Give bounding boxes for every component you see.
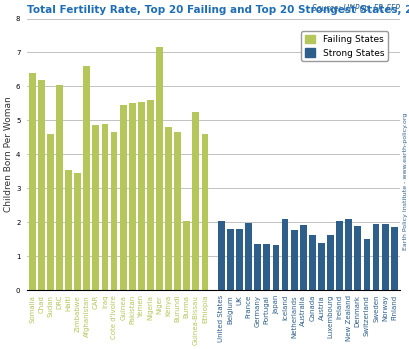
Bar <box>272 245 279 290</box>
Bar <box>38 80 45 290</box>
Bar <box>83 66 90 290</box>
Bar <box>147 100 153 290</box>
Bar <box>47 134 54 290</box>
Bar <box>308 235 315 290</box>
Bar <box>281 219 288 290</box>
Bar <box>335 221 342 290</box>
Bar <box>290 230 297 290</box>
Bar <box>363 239 369 290</box>
Bar <box>317 243 324 290</box>
Bar <box>65 170 72 290</box>
Bar <box>174 132 181 290</box>
Bar <box>156 47 162 290</box>
Bar <box>218 221 224 290</box>
Bar <box>263 244 270 290</box>
Text: Total Fertility Rate, Top 20 Failing and Top 20 Strongest States, 2010: Total Fertility Rate, Top 20 Failing and… <box>27 5 409 15</box>
Bar <box>245 223 252 290</box>
Text: Earth Policy Institute - www.earth-policy.org: Earth Policy Institute - www.earth-polic… <box>402 113 407 250</box>
Bar <box>254 244 261 290</box>
Bar <box>353 226 360 290</box>
Bar <box>165 127 172 290</box>
Bar <box>227 229 233 290</box>
Bar <box>137 102 144 290</box>
Bar <box>192 112 199 290</box>
Bar <box>119 105 126 290</box>
Bar <box>236 229 243 290</box>
Bar <box>201 134 208 290</box>
Text: Source: UNPop, FP, FFP: Source: UNPop, FP, FFP <box>311 4 399 13</box>
Bar <box>56 85 63 290</box>
Bar <box>74 173 81 290</box>
Bar <box>183 221 190 290</box>
Bar <box>110 132 117 290</box>
Y-axis label: Children Born Per Woman: Children Born Per Woman <box>4 96 13 212</box>
Bar <box>326 235 333 290</box>
Bar <box>390 227 397 290</box>
Bar <box>29 73 36 290</box>
Bar <box>299 225 306 290</box>
Bar <box>128 103 135 290</box>
Bar <box>92 126 99 290</box>
Bar <box>372 224 378 290</box>
Bar <box>344 219 351 290</box>
Bar <box>381 224 388 290</box>
Legend: Failing States, Strong States: Failing States, Strong States <box>300 31 387 61</box>
Bar <box>101 124 108 290</box>
